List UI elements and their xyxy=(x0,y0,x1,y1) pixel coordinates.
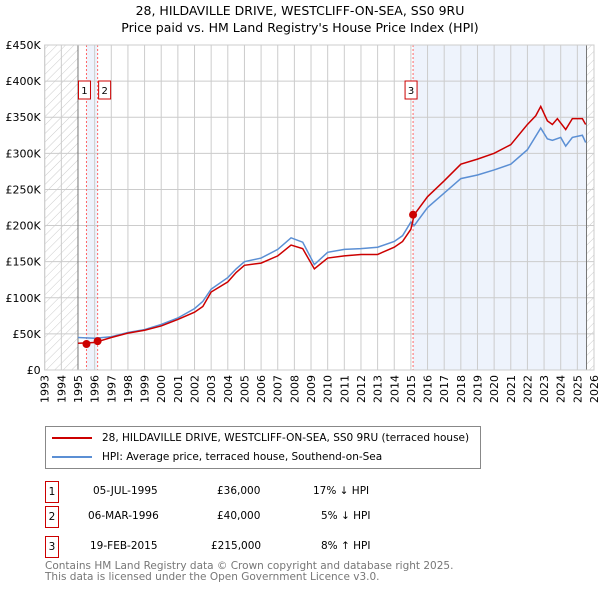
y-tick-label: £200K xyxy=(5,220,41,233)
footer: Contains HM Land Registry data © Crown c… xyxy=(45,561,453,583)
chart-title: 28, HILDAVILLE DRIVE, WESTCLIFF-ON-SEA, … xyxy=(135,3,465,18)
hatched-region xyxy=(586,45,594,370)
x-tick-label: 1995 xyxy=(72,375,85,403)
x-tick-label: 2003 xyxy=(205,375,218,403)
x-tick-label: 2008 xyxy=(288,375,301,403)
sale-date: 06-MAR-1996 xyxy=(88,510,159,522)
x-tick-label: 2017 xyxy=(438,375,451,403)
legend-label: 28, HILDAVILLE DRIVE, WESTCLIFF-ON-SEA, … xyxy=(102,432,470,444)
sale-row: 1 05-JUL-1995 £36,000 17% ↓ HPI xyxy=(45,481,545,503)
x-tick-label: 1997 xyxy=(105,375,118,403)
footer-line: This data is licensed under the Open Gov… xyxy=(45,571,380,583)
x-tick-label: 1999 xyxy=(139,375,152,403)
y-tick-label: £450K xyxy=(5,39,41,52)
sale-badge: 1 xyxy=(45,481,59,503)
sale-label-box xyxy=(404,80,418,100)
series-line xyxy=(77,126,587,339)
sale-price: £215,000 xyxy=(211,540,262,552)
footer-line: Contains HM Land Registry data © Crown c… xyxy=(45,560,454,572)
x-tick-label: 2001 xyxy=(172,375,185,403)
x-tick-label: 2006 xyxy=(255,375,268,403)
sale-label-box xyxy=(98,80,112,100)
x-tick-label: 2012 xyxy=(355,375,368,403)
x-tick-label: 2000 xyxy=(155,375,168,403)
x-tick-label: 1993 xyxy=(39,375,52,403)
sale-price: £40,000 xyxy=(217,510,261,522)
sale-point xyxy=(82,340,91,348)
x-tick-label: 1996 xyxy=(89,375,102,403)
sale-point xyxy=(409,210,418,219)
x-tick-label: 2005 xyxy=(238,375,251,403)
x-tick-label: 2002 xyxy=(189,375,202,403)
legend-item-property: 28, HILDAVILLE DRIVE, WESTCLIFF-ON-SEA, … xyxy=(52,432,469,444)
sale-point xyxy=(93,337,102,346)
y-tick-label: £250K xyxy=(5,183,41,196)
price-chart: 1993 1994 1995 1996 1997 1998 1999 2000 2001 2002… xyxy=(5,39,600,403)
sale-hpi: 5% ↓ HPI xyxy=(321,510,371,522)
series-line xyxy=(77,104,587,345)
x-tick-label: 2023 xyxy=(538,375,551,403)
x-tick-label: 2011 xyxy=(338,375,351,403)
x-tick-label: 2018 xyxy=(455,375,468,403)
sale-hpi: 17% ↓ HPI xyxy=(313,485,370,497)
x-tick-label: 2009 xyxy=(305,375,318,403)
x-tick-label: 2022 xyxy=(521,375,534,403)
sale-label: 1 xyxy=(81,86,87,97)
x-tick-label: 1994 xyxy=(55,375,68,403)
y-tick-label: £300K xyxy=(5,147,41,160)
x-tick-label: 2019 xyxy=(471,375,484,403)
x-tick-label: 2020 xyxy=(488,375,501,403)
x-tick-label: 2014 xyxy=(388,375,401,403)
x-tick-label: 2013 xyxy=(372,375,385,403)
shaded-period xyxy=(413,45,587,370)
x-tick-label: 2024 xyxy=(555,375,568,403)
x-tick-label: 1998 xyxy=(122,375,135,403)
sale-date: 19-FEB-2015 xyxy=(90,540,158,552)
x-tick-label: 2004 xyxy=(222,375,235,403)
sale-badge: 2 xyxy=(45,506,59,528)
sale-label: 2 xyxy=(101,86,107,97)
chart-subtitle: Price paid vs. HM Land Registry's House … xyxy=(121,20,479,35)
sale-badge: 3 xyxy=(45,536,59,558)
sale-row: 2 06-MAR-1996 £40,000 5% ↓ HPI xyxy=(45,506,545,528)
legend-swatch-blue xyxy=(52,456,92,458)
y-tick-label: £100K xyxy=(5,292,41,305)
legend: 28, HILDAVILLE DRIVE, WESTCLIFF-ON-SEA, … xyxy=(45,426,481,469)
y-tick-label: £400K xyxy=(5,75,41,88)
sale-date: 05-JUL-1995 xyxy=(93,485,158,497)
y-tick-label: £0 xyxy=(27,364,41,377)
x-tick-label: 2016 xyxy=(422,375,435,403)
sale-label: 3 xyxy=(408,86,414,97)
x-tick-label: 2025 xyxy=(571,375,584,403)
x-tick-label: 2007 xyxy=(272,375,285,403)
sale-row: 3 19-FEB-2015 £215,000 8% ↑ HPI xyxy=(45,536,545,558)
y-tick-label: £350K xyxy=(5,111,41,124)
legend-swatch-red xyxy=(52,437,92,439)
x-tick-label: 2010 xyxy=(322,375,335,403)
legend-item-hpi: HPI: Average price, terraced house, Sout… xyxy=(52,451,382,463)
legend-label: HPI: Average price, terraced house, Sout… xyxy=(102,451,383,463)
sale-price: £36,000 xyxy=(217,485,261,497)
sale-label-box xyxy=(77,80,91,100)
plot-border xyxy=(44,44,595,371)
x-tick-label: 2026 xyxy=(588,375,600,403)
sale-hpi: 8% ↑ HPI xyxy=(321,540,371,552)
y-tick-label: £150K xyxy=(5,256,41,269)
x-tick-label: 2021 xyxy=(505,375,518,403)
shaded-period xyxy=(86,45,98,370)
y-tick-label: £50K xyxy=(12,328,41,341)
x-tick-label: 2015 xyxy=(405,375,418,403)
